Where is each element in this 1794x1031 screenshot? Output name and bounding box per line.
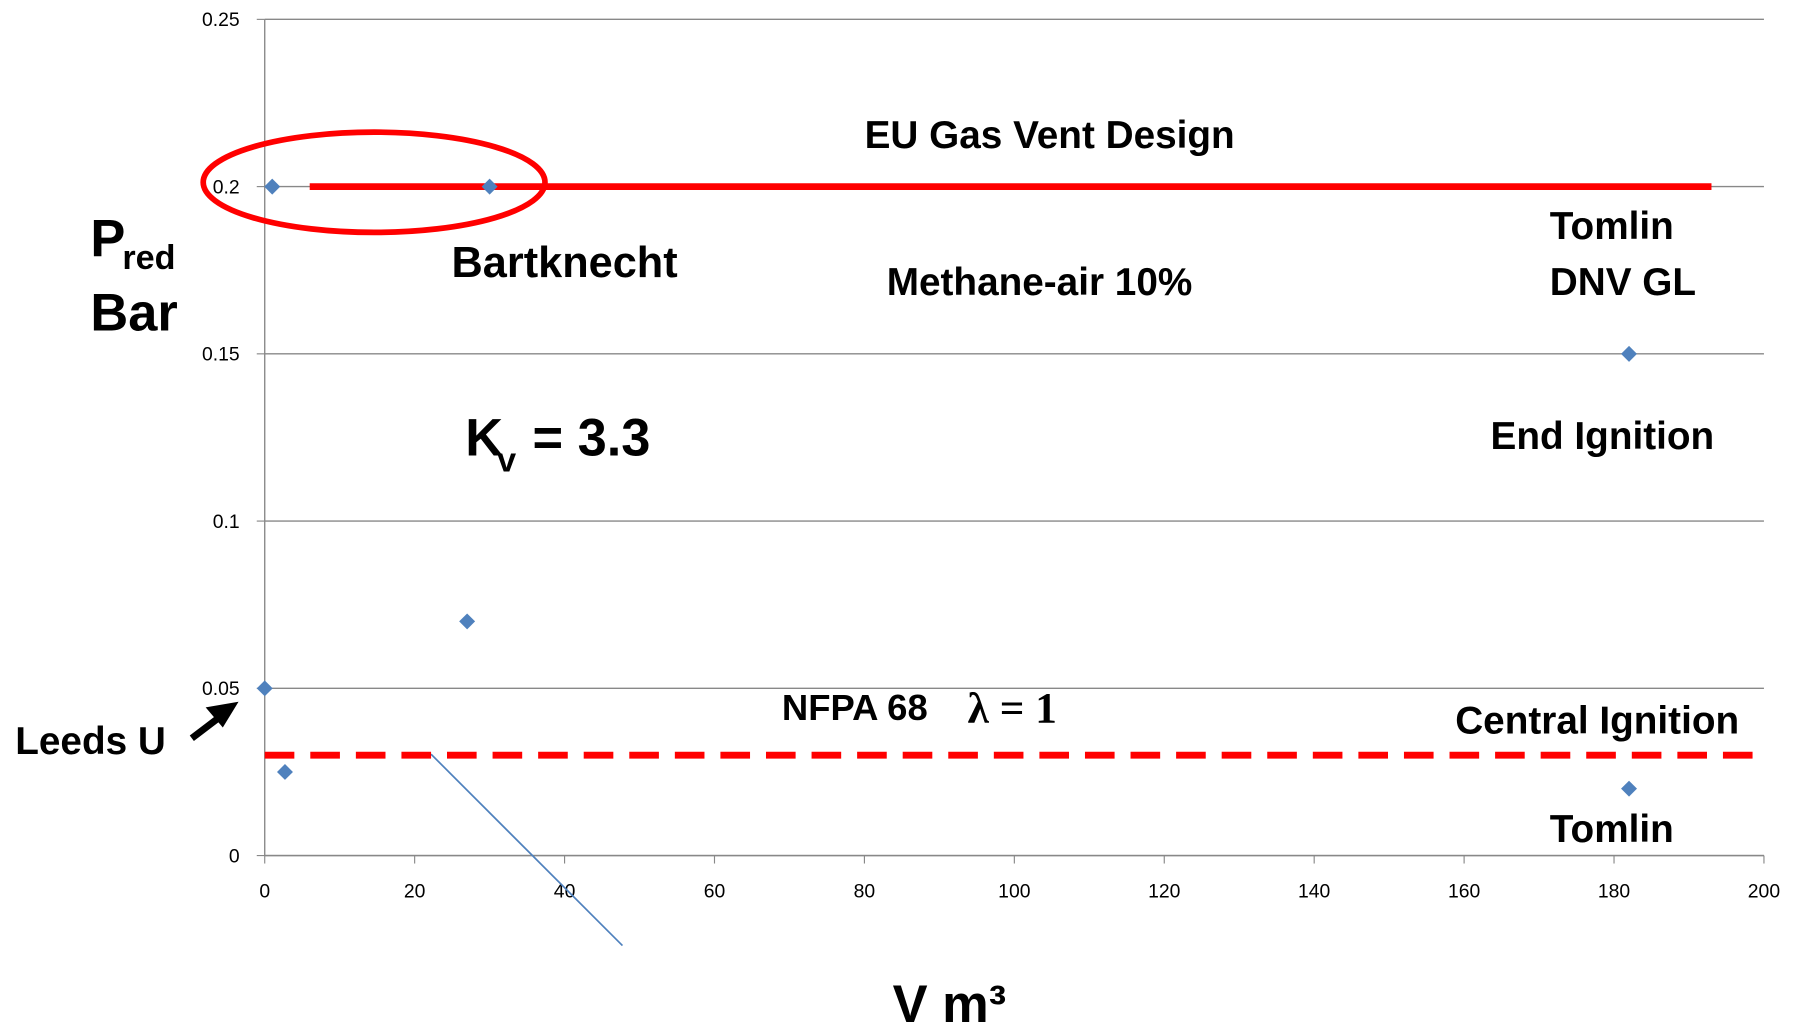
x-tick-label: 160 [1448,881,1481,903]
kv-text: = 3.3 [532,410,650,468]
annotation: Leeds U [15,720,166,763]
y-tick-label: 0.05 [202,678,240,700]
x-tick-label: 100 [998,881,1031,903]
annotation: EU Gas Vent Design [865,114,1235,157]
annotation: Central Ignition [1455,700,1739,743]
annotation: DNV GL [1550,261,1696,304]
data-point [1621,780,1637,797]
kv-symbol: K [465,410,503,468]
x-tick-label: 140 [1298,881,1331,903]
data-point [264,178,281,195]
x-tick-label: 0 [259,881,270,903]
y-label-symbol: P [90,210,125,268]
x-tick-label: 200 [1748,881,1781,903]
y-label-unit: Bar [90,284,177,342]
annotation: End Ignition [1491,415,1715,458]
y-tick-label: 0.2 [213,176,240,198]
data-point [481,178,498,195]
x-tick-label: 20 [404,881,426,903]
y-tick-label: 0.15 [202,344,240,366]
x-tick-label: 60 [704,881,726,903]
highlight-ellipse [200,129,548,236]
x-tick-label: 80 [854,881,876,903]
x-tick-label: 40 [554,881,576,903]
x-tick-label: 180 [1598,881,1631,903]
arrow-head [205,701,239,728]
annotation: Bartknecht [452,239,678,287]
annotation: λ = 1 [968,684,1057,732]
data-point [276,763,293,780]
data-point [1621,345,1637,362]
y-tick-label: 0.1 [213,511,240,533]
annotation: Tomlin [1550,808,1674,851]
annotation: Methane-air 10% [887,261,1193,304]
y-tick-label: 0 [229,845,240,867]
kv-subscript: v [497,442,516,480]
data-point [256,680,273,697]
x-axis-label: V m³ [893,976,1007,1031]
y-tick-label: 0.25 [202,9,240,31]
data-point [459,613,476,630]
annotation: NFPA 68 [782,687,928,728]
pointer-line [430,753,624,947]
x-tick-label: 120 [1148,881,1181,903]
annotation: Tomlin [1550,205,1674,248]
y-label-subscript: red [122,239,175,277]
